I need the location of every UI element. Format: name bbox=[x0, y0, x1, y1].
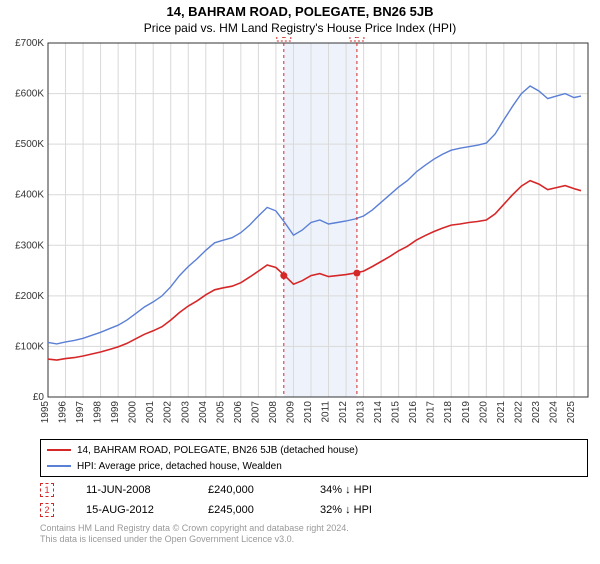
x-tick-label: 2003 bbox=[180, 401, 191, 424]
y-tick-label: £100K bbox=[15, 341, 44, 352]
legend-swatch bbox=[47, 449, 71, 451]
y-tick-label: £700K bbox=[15, 38, 44, 49]
legend-item: HPI: Average price, detached house, Weal… bbox=[47, 458, 581, 474]
transaction-delta: 32% ↓ HPI bbox=[320, 504, 372, 516]
footer-line-2: This data is licensed under the Open Gov… bbox=[40, 534, 588, 545]
x-tick-label: 2021 bbox=[496, 401, 507, 424]
transaction-row: 1 11-JUN-2008 £240,000 34% ↓ HPI bbox=[40, 483, 588, 497]
x-tick-label: 2014 bbox=[373, 401, 384, 424]
x-tick-label: 2016 bbox=[408, 401, 419, 424]
x-tick-label: 1997 bbox=[75, 401, 86, 424]
price-chart: £0£100K£200K£300K£400K£500K£600K£700K199… bbox=[0, 37, 600, 439]
transaction-marker-2: 2 bbox=[40, 503, 54, 517]
legend-item: 14, BAHRAM ROAD, POLEGATE, BN26 5JB (det… bbox=[47, 442, 581, 458]
marker-label-2: 2 bbox=[354, 37, 359, 40]
footer-text: Contains HM Land Registry data © Crown c… bbox=[40, 523, 588, 546]
x-tick-label: 2004 bbox=[198, 401, 209, 424]
y-tick-label: £600K bbox=[15, 89, 44, 100]
transaction-marker-1: 1 bbox=[40, 483, 54, 497]
legend-swatch bbox=[47, 465, 71, 467]
x-tick-label: 2015 bbox=[391, 401, 402, 424]
transaction-delta: 34% ↓ HPI bbox=[320, 484, 372, 496]
x-tick-label: 2024 bbox=[548, 401, 559, 424]
x-tick-label: 2025 bbox=[566, 401, 577, 424]
x-tick-label: 2006 bbox=[233, 401, 244, 424]
y-tick-label: £400K bbox=[15, 190, 44, 201]
x-tick-label: 2013 bbox=[356, 401, 367, 424]
chart-title: 14, BAHRAM ROAD, POLEGATE, BN26 5JB bbox=[0, 4, 600, 19]
x-tick-label: 2020 bbox=[478, 401, 489, 424]
x-tick-label: 2011 bbox=[321, 401, 332, 423]
x-tick-label: 2007 bbox=[250, 401, 261, 424]
x-tick-label: 2017 bbox=[426, 401, 437, 424]
y-tick-label: £500K bbox=[15, 139, 44, 150]
x-tick-label: 2009 bbox=[285, 401, 296, 424]
legend: 14, BAHRAM ROAD, POLEGATE, BN26 5JB (det… bbox=[40, 439, 588, 477]
transaction-price: £245,000 bbox=[208, 504, 288, 516]
transaction-price: £240,000 bbox=[208, 484, 288, 496]
x-tick-label: 2022 bbox=[513, 401, 524, 424]
x-tick-label: 1999 bbox=[110, 401, 121, 424]
x-tick-label: 2018 bbox=[443, 401, 454, 424]
x-tick-label: 2002 bbox=[163, 401, 174, 424]
x-tick-label: 2010 bbox=[303, 401, 314, 424]
marker-label-1: 1 bbox=[281, 37, 286, 40]
y-tick-label: £300K bbox=[15, 240, 44, 251]
x-tick-label: 2005 bbox=[215, 401, 226, 424]
x-tick-label: 2000 bbox=[128, 401, 139, 424]
footer-line-1: Contains HM Land Registry data © Crown c… bbox=[40, 523, 588, 534]
marker-dot-1 bbox=[280, 272, 287, 279]
x-tick-label: 2012 bbox=[338, 401, 349, 424]
x-tick-label: 2019 bbox=[461, 401, 472, 424]
marker-dot-2 bbox=[353, 270, 360, 277]
legend-label: 14, BAHRAM ROAD, POLEGATE, BN26 5JB (det… bbox=[77, 445, 358, 456]
transaction-row: 2 15-AUG-2012 £245,000 32% ↓ HPI bbox=[40, 503, 588, 517]
legend-label: HPI: Average price, detached house, Weal… bbox=[77, 461, 282, 472]
y-tick-label: £200K bbox=[15, 291, 44, 302]
x-tick-label: 1998 bbox=[93, 401, 104, 424]
transaction-date: 15-AUG-2012 bbox=[86, 504, 176, 516]
x-tick-label: 2001 bbox=[145, 401, 156, 424]
chart-subtitle: Price paid vs. HM Land Registry's House … bbox=[0, 21, 600, 35]
x-tick-label: 2008 bbox=[268, 401, 279, 424]
x-tick-label: 2023 bbox=[531, 401, 542, 424]
x-tick-label: 1995 bbox=[40, 401, 51, 424]
transaction-date: 11-JUN-2008 bbox=[86, 484, 176, 496]
x-tick-label: 1996 bbox=[58, 401, 69, 424]
